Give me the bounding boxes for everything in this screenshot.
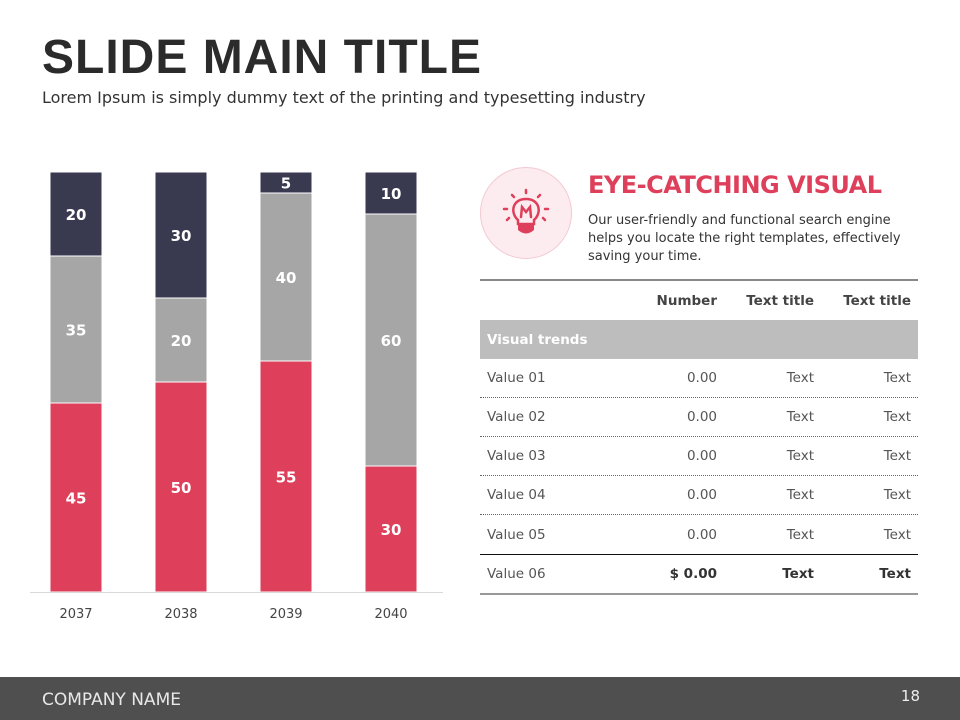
table-cell: Value 05 <box>487 526 546 543</box>
table-cell: Value 01 <box>487 370 546 386</box>
table-row: Value 02 0.00 Text Text <box>480 398 918 437</box>
data-label: 20 <box>171 332 192 350</box>
table-cell: Text <box>879 566 911 582</box>
table-cell: $ 0.00 <box>669 566 717 582</box>
data-label: 50 <box>171 479 192 497</box>
table-cell: Text <box>883 409 911 425</box>
table-cell: Text <box>883 526 911 543</box>
x-tick-label: 2039 <box>269 607 302 622</box>
data-label: 30 <box>381 521 402 539</box>
table-cell: Value 06 <box>487 566 546 582</box>
bar-segment <box>154 297 208 383</box>
table-cell: 0.00 <box>686 370 717 386</box>
table-cell: Text <box>786 448 814 464</box>
data-label: 45 <box>66 490 87 508</box>
table-cell: Text <box>786 526 814 543</box>
bar-segment <box>364 465 418 593</box>
data-table: Number Text title Text title Visual tren… <box>480 279 918 595</box>
bar-segment <box>49 402 103 593</box>
page-subtitle: Lorem Ipsum is simply dummy text of the … <box>42 88 646 107</box>
table-cell: 0.00 <box>686 448 717 464</box>
footer: COMPANY NAME 18 <box>0 677 960 720</box>
table-cell: Text <box>883 370 911 386</box>
table-cell: Text <box>786 409 814 425</box>
visual-title: EYE-CATCHING VISUAL <box>588 171 882 199</box>
table-cell: Text <box>786 370 814 386</box>
table-row: Value 05 0.00 Text Text <box>480 515 918 554</box>
table-header-row: Number Text title Text title <box>480 281 918 320</box>
bar-segment <box>259 171 313 194</box>
table-row: Value 03 0.00 Text Text <box>480 437 918 476</box>
data-label: 10 <box>381 185 402 203</box>
bar-segment <box>49 255 103 404</box>
table-cell: Text <box>786 487 814 503</box>
table-row: Value 06 $ 0.00 Text Text <box>480 554 918 593</box>
x-tick-label: 2037 <box>59 607 92 622</box>
x-tick-label: 2038 <box>164 607 197 622</box>
header-cell: Number <box>656 292 717 309</box>
table-cell: Value 04 <box>487 487 546 503</box>
lightbulb-icon <box>502 188 550 234</box>
header-cell: Text title <box>843 292 911 309</box>
section-row: Visual trends <box>480 320 918 359</box>
data-label: 35 <box>66 322 87 340</box>
table-row: Value 04 0.00 Text Text <box>480 476 918 515</box>
table-cell: Value 02 <box>487 409 546 425</box>
page-title: SLIDE MAIN TITLE <box>42 31 482 84</box>
table-cell: 0.00 <box>686 526 717 543</box>
visual-description: Our user-friendly and functional search … <box>588 213 901 264</box>
bar-segment <box>49 171 103 257</box>
table-cell: 0.00 <box>686 487 717 503</box>
header-cell: Text title <box>746 292 814 309</box>
data-label: 60 <box>381 332 402 350</box>
table-row: Value 01 0.00 Text Text <box>480 359 918 398</box>
table-cell: Text <box>782 566 814 582</box>
bar-segment <box>154 171 208 299</box>
table-cell: Text <box>883 487 911 503</box>
bar-segment <box>259 360 313 593</box>
data-label: 20 <box>66 206 87 224</box>
data-label: 5 <box>281 175 291 193</box>
data-label: 55 <box>276 469 297 487</box>
stacked-bar-chart: 45 35 20 2037 50 20 30 2038 55 40 5 2039 30 60 10 2040 <box>30 171 443 622</box>
data-label: 40 <box>276 269 297 287</box>
data-label: 30 <box>171 227 192 245</box>
section-label: Visual trends <box>487 331 588 348</box>
table-cell: 0.00 <box>686 409 717 425</box>
table-cell: Value 03 <box>487 448 546 464</box>
company-name: COMPANY NAME <box>42 690 181 710</box>
table-cell: Text <box>883 448 911 464</box>
icon-circle <box>480 167 572 259</box>
page-number: 18 <box>900 687 920 705</box>
x-tick-label: 2040 <box>374 607 407 622</box>
bar-segment <box>364 171 418 215</box>
